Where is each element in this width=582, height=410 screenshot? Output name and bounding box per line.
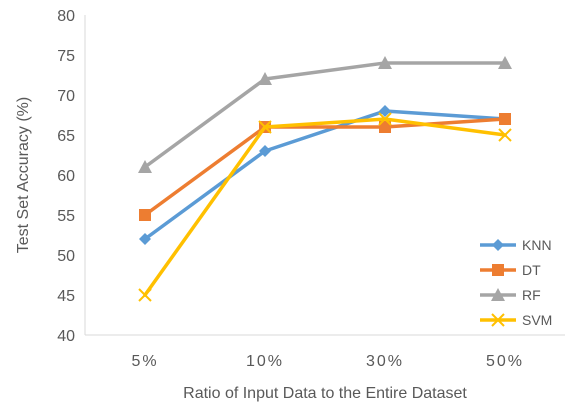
data-point-knn <box>259 145 271 157</box>
legend-marker <box>492 264 504 276</box>
legend-marker <box>491 313 505 327</box>
series-line-rf <box>143 61 507 169</box>
data-point-knn <box>139 233 151 245</box>
legend-marker <box>491 288 505 301</box>
y-tick-label: 60 <box>57 168 75 185</box>
data-point-dt <box>139 209 151 221</box>
y-tick-label: 40 <box>57 328 75 345</box>
data-point-svm <box>498 128 512 142</box>
series <box>138 56 512 302</box>
legend-marker <box>492 239 504 251</box>
series-rf <box>138 56 512 173</box>
data-point-rf <box>258 72 272 85</box>
legend-label: SVM <box>522 312 552 328</box>
legend-item-rf: RF <box>480 287 541 303</box>
data-point-svm <box>378 112 392 126</box>
legend-item-knn: KNN <box>480 237 552 253</box>
series-line-knn <box>143 109 507 241</box>
legend-label: DT <box>522 262 541 278</box>
x-tick-label: 30% <box>366 353 404 370</box>
y-tick-label: 55 <box>57 208 75 225</box>
data-point-rf <box>378 56 392 69</box>
y-axis-label: Test Set Accuracy (%) <box>15 97 32 254</box>
data-point-knn <box>379 105 391 117</box>
legend-item-dt: DT <box>480 262 541 278</box>
legend-label: RF <box>522 287 541 303</box>
data-point-svm <box>138 288 152 302</box>
x-tick-label: 5% <box>131 353 158 370</box>
x-axis-label: Ratio of Input Data to the Entire Datase… <box>183 385 467 402</box>
y-tick-label: 70 <box>57 88 75 105</box>
y-tick-label: 65 <box>57 128 75 145</box>
data-point-rf <box>498 56 512 69</box>
legend: KNN DT RF SVM <box>480 237 552 328</box>
data-point-dt <box>499 113 511 125</box>
series-svm <box>138 112 512 302</box>
series-line-svm <box>143 117 507 297</box>
data-point-svm <box>258 120 272 134</box>
y-tick-label: 50 <box>57 248 75 265</box>
y-tick-label: 80 <box>57 8 75 25</box>
data-point-rf <box>138 160 152 173</box>
x-tick-label: 10% <box>246 353 284 370</box>
y-tick-labels: 40 45 50 55 60 65 70 75 80 <box>57 8 75 345</box>
x-tick-label: 50% <box>486 353 524 370</box>
legend-label: KNN <box>522 237 552 253</box>
y-tick-label: 45 <box>57 288 75 305</box>
y-tick-label: 75 <box>57 48 75 65</box>
data-point-dt <box>379 121 391 133</box>
series-line-dt <box>143 117 507 217</box>
axes <box>84 15 565 336</box>
legend-item-svm: SVM <box>480 312 552 328</box>
x-tick-labels: 5% 10% 30% 50% <box>131 353 524 370</box>
